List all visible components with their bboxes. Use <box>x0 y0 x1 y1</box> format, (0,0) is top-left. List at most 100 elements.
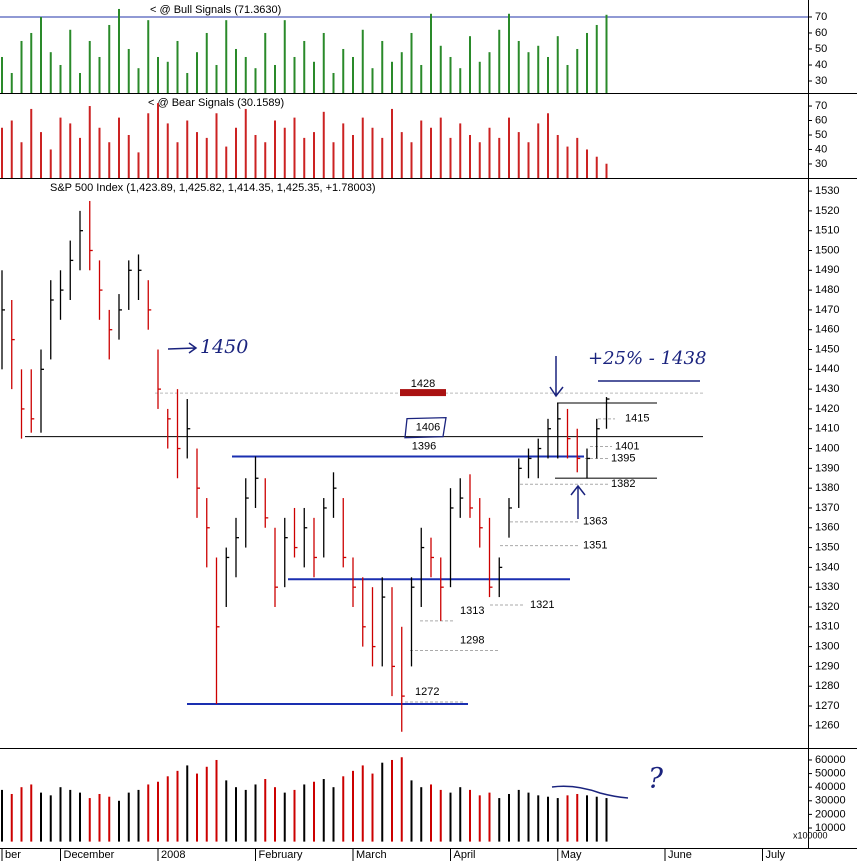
x-tick-label: December <box>64 849 115 861</box>
y-tick-label: 1290 <box>815 660 839 672</box>
bar <box>537 45 540 93</box>
y-tick-label: 1410 <box>815 423 839 435</box>
bar <box>361 29 364 94</box>
bar <box>420 64 423 93</box>
y-tick-label: 1430 <box>815 383 839 395</box>
bar <box>322 779 325 842</box>
bar <box>196 52 198 93</box>
bar <box>576 793 579 842</box>
bar <box>352 770 354 842</box>
bar <box>235 48 237 93</box>
y-tick-label: 60000 <box>815 754 846 766</box>
bar <box>293 789 296 842</box>
bar <box>254 784 257 842</box>
y-tick-label: 30000 <box>815 795 846 807</box>
bar <box>10 793 13 842</box>
bar <box>595 796 598 842</box>
bar <box>49 149 52 178</box>
bar <box>108 24 111 93</box>
bar <box>176 40 179 93</box>
bar <box>478 61 481 93</box>
panel-title: < @ Bear Signals (30.1589) <box>148 97 284 109</box>
bar <box>59 787 62 842</box>
bar <box>595 24 598 93</box>
bar <box>225 780 228 842</box>
y-tick-label: 60 <box>815 114 827 126</box>
bar <box>215 113 218 178</box>
x-tick-label: 2008 <box>161 849 185 861</box>
bar <box>186 120 189 178</box>
bar <box>469 36 471 93</box>
bar <box>391 108 393 178</box>
bar <box>313 61 315 93</box>
y-tick-label: 1520 <box>815 205 839 217</box>
bar <box>605 798 608 842</box>
y-tick-label: 1390 <box>815 462 839 474</box>
bar <box>303 784 306 842</box>
bar <box>459 787 462 842</box>
y-tick-label: 50 <box>815 129 827 141</box>
bar <box>430 127 432 178</box>
resistance-label: 1428 <box>411 378 435 390</box>
bar <box>342 48 345 93</box>
bar <box>430 13 432 93</box>
bar <box>79 792 81 842</box>
y-tick-label: 1370 <box>815 502 839 514</box>
bar <box>157 781 159 842</box>
bar <box>488 52 491 93</box>
y-tick-label: 1490 <box>815 264 839 276</box>
bar <box>69 29 72 94</box>
y-tick-label: 1320 <box>815 601 839 613</box>
hand-arrow <box>167 342 198 354</box>
bar <box>586 149 588 178</box>
panel-title: < @ Bull Signals (71.3630) <box>150 4 281 16</box>
bar <box>20 40 23 93</box>
bar <box>547 796 549 842</box>
bar <box>313 781 315 842</box>
bar <box>157 103 159 178</box>
bar <box>391 759 393 842</box>
bar <box>469 789 471 842</box>
resistance-bar <box>400 389 446 397</box>
bar <box>127 792 130 842</box>
bar <box>469 134 471 178</box>
bar <box>498 798 501 842</box>
y-tick-label: 70 <box>815 100 827 112</box>
bar <box>381 137 384 178</box>
bar <box>381 40 384 93</box>
bar <box>566 795 569 842</box>
bar <box>488 127 491 178</box>
bar <box>371 127 374 178</box>
bar <box>303 40 306 93</box>
level-label: 1401 <box>615 440 639 452</box>
bar <box>508 117 510 178</box>
bar <box>1 127 3 178</box>
bar <box>147 20 150 94</box>
y-tick-label: 1340 <box>815 561 839 573</box>
bar <box>517 789 520 842</box>
bar <box>498 29 501 94</box>
bar <box>137 68 140 93</box>
bar <box>79 72 81 93</box>
bar <box>49 795 52 842</box>
hand-note: 1450 <box>200 336 248 358</box>
bar <box>371 68 374 93</box>
bar <box>40 132 42 178</box>
x-tick-label: ber <box>5 849 21 861</box>
bar <box>108 142 111 178</box>
y-tick-label: 1470 <box>815 304 839 316</box>
bar <box>264 142 267 178</box>
hand-arrow <box>570 484 586 519</box>
bar <box>459 123 462 178</box>
bar <box>30 108 33 178</box>
level-label: 1313 <box>460 605 484 617</box>
bar <box>69 123 72 178</box>
level-label: 1382 <box>611 478 635 490</box>
bar <box>332 72 335 93</box>
bar <box>215 64 218 93</box>
y-tick-label: 1440 <box>815 363 839 375</box>
bar <box>283 127 286 178</box>
y-tick-label: 1310 <box>815 621 839 633</box>
